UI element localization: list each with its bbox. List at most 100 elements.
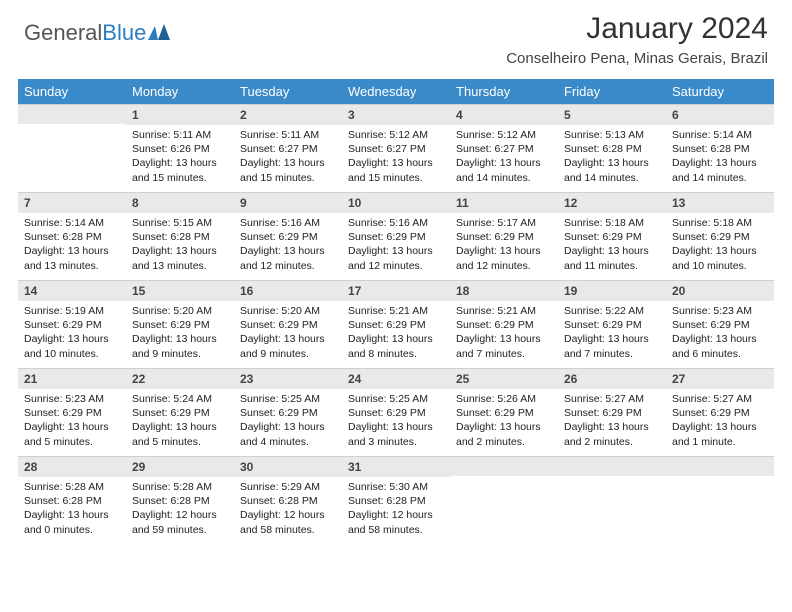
sunrise-line: Sunrise: 5:28 AM [24, 480, 120, 494]
calendar-cell: 8Sunrise: 5:15 AMSunset: 6:28 PMDaylight… [126, 192, 234, 280]
daylight-line-1: Daylight: 13 hours [348, 420, 444, 434]
sunset-line: Sunset: 6:26 PM [132, 142, 228, 156]
calendar-cell [18, 104, 126, 192]
calendar-cell: 25Sunrise: 5:26 AMSunset: 6:29 PMDayligh… [450, 368, 558, 456]
day-details: Sunrise: 5:22 AMSunset: 6:29 PMDaylight:… [558, 301, 666, 367]
day-details: Sunrise: 5:14 AMSunset: 6:28 PMDaylight:… [666, 125, 774, 191]
sunrise-line: Sunrise: 5:13 AM [564, 128, 660, 142]
sunrise-line: Sunrise: 5:14 AM [24, 216, 120, 230]
calendar-cell: 30Sunrise: 5:29 AMSunset: 6:28 PMDayligh… [234, 456, 342, 544]
daylight-line-1: Daylight: 13 hours [348, 244, 444, 258]
calendar-cell: 7Sunrise: 5:14 AMSunset: 6:28 PMDaylight… [18, 192, 126, 280]
sunset-line: Sunset: 6:27 PM [348, 142, 444, 156]
sunset-line: Sunset: 6:29 PM [240, 406, 336, 420]
calendar-week: 21Sunrise: 5:23 AMSunset: 6:29 PMDayligh… [18, 368, 774, 456]
day-details: Sunrise: 5:19 AMSunset: 6:29 PMDaylight:… [18, 301, 126, 367]
sunset-line: Sunset: 6:28 PM [564, 142, 660, 156]
daylight-line-1: Daylight: 13 hours [132, 420, 228, 434]
calendar-body: 1Sunrise: 5:11 AMSunset: 6:26 PMDaylight… [18, 104, 774, 544]
calendar-cell: 5Sunrise: 5:13 AMSunset: 6:28 PMDaylight… [558, 104, 666, 192]
day-number: 26 [558, 368, 666, 389]
sunrise-line: Sunrise: 5:12 AM [348, 128, 444, 142]
daylight-line-1: Daylight: 12 hours [348, 508, 444, 522]
sunset-line: Sunset: 6:29 PM [348, 318, 444, 332]
sunrise-line: Sunrise: 5:30 AM [348, 480, 444, 494]
sunrise-line: Sunrise: 5:16 AM [348, 216, 444, 230]
day-details: Sunrise: 5:13 AMSunset: 6:28 PMDaylight:… [558, 125, 666, 191]
day-number: 23 [234, 368, 342, 389]
day-details: Sunrise: 5:14 AMSunset: 6:28 PMDaylight:… [18, 213, 126, 279]
day-details: Sunrise: 5:11 AMSunset: 6:27 PMDaylight:… [234, 125, 342, 191]
daylight-line-2: and 14 minutes. [564, 171, 660, 185]
day-details: Sunrise: 5:24 AMSunset: 6:29 PMDaylight:… [126, 389, 234, 455]
daylight-line-2: and 15 minutes. [348, 171, 444, 185]
daylight-line-2: and 7 minutes. [564, 347, 660, 361]
day-header-wednesday: Wednesday [342, 79, 450, 104]
sunset-line: Sunset: 6:27 PM [456, 142, 552, 156]
sunset-line: Sunset: 6:28 PM [132, 494, 228, 508]
day-details: Sunrise: 5:15 AMSunset: 6:28 PMDaylight:… [126, 213, 234, 279]
daylight-line-1: Daylight: 13 hours [564, 420, 660, 434]
calendar-cell: 17Sunrise: 5:21 AMSunset: 6:29 PMDayligh… [342, 280, 450, 368]
calendar-cell: 18Sunrise: 5:21 AMSunset: 6:29 PMDayligh… [450, 280, 558, 368]
day-number: 10 [342, 192, 450, 213]
day-details: Sunrise: 5:20 AMSunset: 6:29 PMDaylight:… [234, 301, 342, 367]
sunrise-line: Sunrise: 5:14 AM [672, 128, 768, 142]
calendar-cell: 2Sunrise: 5:11 AMSunset: 6:27 PMDaylight… [234, 104, 342, 192]
daylight-line-2: and 9 minutes. [240, 347, 336, 361]
day-number: 9 [234, 192, 342, 213]
daylight-line-1: Daylight: 13 hours [24, 508, 120, 522]
calendar-cell: 26Sunrise: 5:27 AMSunset: 6:29 PMDayligh… [558, 368, 666, 456]
daylight-line-1: Daylight: 13 hours [564, 156, 660, 170]
daylight-line-2: and 2 minutes. [456, 435, 552, 449]
day-details: Sunrise: 5:30 AMSunset: 6:28 PMDaylight:… [342, 477, 450, 543]
daylight-line-1: Daylight: 13 hours [456, 156, 552, 170]
sunrise-line: Sunrise: 5:23 AM [672, 304, 768, 318]
day-header-saturday: Saturday [666, 79, 774, 104]
sunset-line: Sunset: 6:28 PM [240, 494, 336, 508]
daylight-line-1: Daylight: 12 hours [132, 508, 228, 522]
sunrise-line: Sunrise: 5:15 AM [132, 216, 228, 230]
sunset-line: Sunset: 6:29 PM [348, 230, 444, 244]
day-details: Sunrise: 5:21 AMSunset: 6:29 PMDaylight:… [342, 301, 450, 367]
daylight-line-1: Daylight: 13 hours [132, 244, 228, 258]
sunrise-line: Sunrise: 5:11 AM [240, 128, 336, 142]
day-number: 11 [450, 192, 558, 213]
daylight-line-1: Daylight: 13 hours [456, 244, 552, 258]
calendar-week: 1Sunrise: 5:11 AMSunset: 6:26 PMDaylight… [18, 104, 774, 192]
sunset-line: Sunset: 6:28 PM [348, 494, 444, 508]
day-number: 31 [342, 456, 450, 477]
day-details: Sunrise: 5:17 AMSunset: 6:29 PMDaylight:… [450, 213, 558, 279]
daylight-line-1: Daylight: 13 hours [672, 420, 768, 434]
sunset-line: Sunset: 6:27 PM [240, 142, 336, 156]
sunset-line: Sunset: 6:29 PM [348, 406, 444, 420]
calendar-day-header: Sunday Monday Tuesday Wednesday Thursday… [18, 79, 774, 104]
day-details: Sunrise: 5:16 AMSunset: 6:29 PMDaylight:… [234, 213, 342, 279]
day-number: 14 [18, 280, 126, 301]
day-details: Sunrise: 5:25 AMSunset: 6:29 PMDaylight:… [234, 389, 342, 455]
day-number: 22 [126, 368, 234, 389]
daylight-line-1: Daylight: 13 hours [240, 332, 336, 346]
day-number: 21 [18, 368, 126, 389]
day-number: 27 [666, 368, 774, 389]
day-number: 6 [666, 104, 774, 125]
day-number: 18 [450, 280, 558, 301]
daylight-line-1: Daylight: 13 hours [132, 156, 228, 170]
title-block: January 2024 Conselheiro Pena, Minas Ger… [506, 12, 768, 67]
sunrise-line: Sunrise: 5:19 AM [24, 304, 120, 318]
sunset-line: Sunset: 6:28 PM [672, 142, 768, 156]
sunset-line: Sunset: 6:29 PM [240, 318, 336, 332]
daylight-line-2: and 58 minutes. [348, 523, 444, 537]
daylight-line-2: and 58 minutes. [240, 523, 336, 537]
calendar-cell: 15Sunrise: 5:20 AMSunset: 6:29 PMDayligh… [126, 280, 234, 368]
sunrise-line: Sunrise: 5:12 AM [456, 128, 552, 142]
calendar-cell: 4Sunrise: 5:12 AMSunset: 6:27 PMDaylight… [450, 104, 558, 192]
logo-text-general: General [24, 20, 102, 46]
daylight-line-1: Daylight: 13 hours [348, 332, 444, 346]
daylight-line-2: and 5 minutes. [132, 435, 228, 449]
daylight-line-1: Daylight: 12 hours [240, 508, 336, 522]
daylight-line-1: Daylight: 13 hours [456, 420, 552, 434]
sunset-line: Sunset: 6:29 PM [456, 230, 552, 244]
calendar-cell: 1Sunrise: 5:11 AMSunset: 6:26 PMDaylight… [126, 104, 234, 192]
daylight-line-1: Daylight: 13 hours [564, 332, 660, 346]
